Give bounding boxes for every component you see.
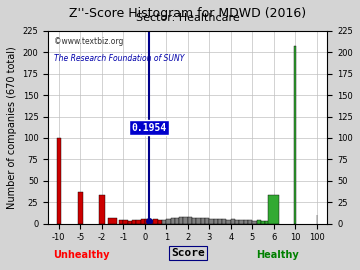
Bar [171,218,175,224]
Text: Sector: Healthcare: Sector: Healthcare [136,13,240,23]
Text: Unhealthy: Unhealthy [53,250,110,260]
Bar [205,218,209,224]
Y-axis label: Number of companies (670 total): Number of companies (670 total) [7,46,17,209]
Bar [294,46,296,224]
Bar [132,220,136,224]
Bar [140,219,145,224]
Bar [244,220,248,224]
Bar [213,219,218,224]
Bar [235,220,239,224]
Bar [192,218,196,224]
Bar [127,221,132,224]
Bar [196,218,201,224]
Bar [145,219,149,224]
Text: 0.1954: 0.1954 [131,123,167,133]
Bar [149,220,153,224]
Text: Healthy: Healthy [256,250,298,260]
Bar [188,217,192,224]
Bar [78,192,83,224]
Title: Z''-Score Histogram for MDWD (2016): Z''-Score Histogram for MDWD (2016) [69,7,306,20]
Bar [239,220,244,224]
Bar [166,219,171,224]
Bar [162,220,166,224]
Bar [209,219,213,224]
Bar [252,221,257,224]
Bar [265,221,269,224]
Bar [268,195,279,224]
Bar [136,220,140,224]
Text: ©www.textbiz.org: ©www.textbiz.org [54,37,123,46]
Bar [231,219,235,224]
Bar [222,219,226,224]
Bar [184,217,188,224]
Bar [261,221,265,224]
Bar [179,217,184,224]
Bar [123,220,127,224]
Bar [269,221,274,224]
Bar [248,220,252,224]
Bar [153,219,158,224]
Bar [99,195,105,224]
Text: The Research Foundation of SUNY: The Research Foundation of SUNY [54,54,184,63]
Bar [218,219,222,224]
Bar [158,220,162,224]
Bar [57,138,60,224]
Bar [119,220,123,224]
Bar [201,218,205,224]
Bar [175,218,179,224]
Bar [257,220,261,224]
Bar [226,220,231,224]
Bar [108,218,117,224]
X-axis label: Score: Score [171,248,204,258]
